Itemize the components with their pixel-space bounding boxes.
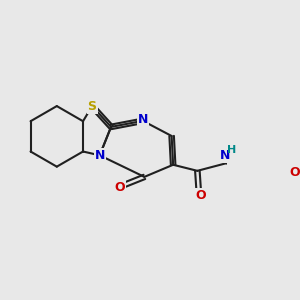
Text: N: N [220, 149, 230, 162]
Text: N: N [94, 149, 105, 162]
Text: O: O [289, 166, 300, 179]
Text: S: S [88, 100, 97, 112]
Text: H: H [227, 145, 236, 154]
Text: N: N [138, 113, 148, 126]
Text: O: O [195, 189, 206, 202]
Text: O: O [114, 181, 125, 194]
